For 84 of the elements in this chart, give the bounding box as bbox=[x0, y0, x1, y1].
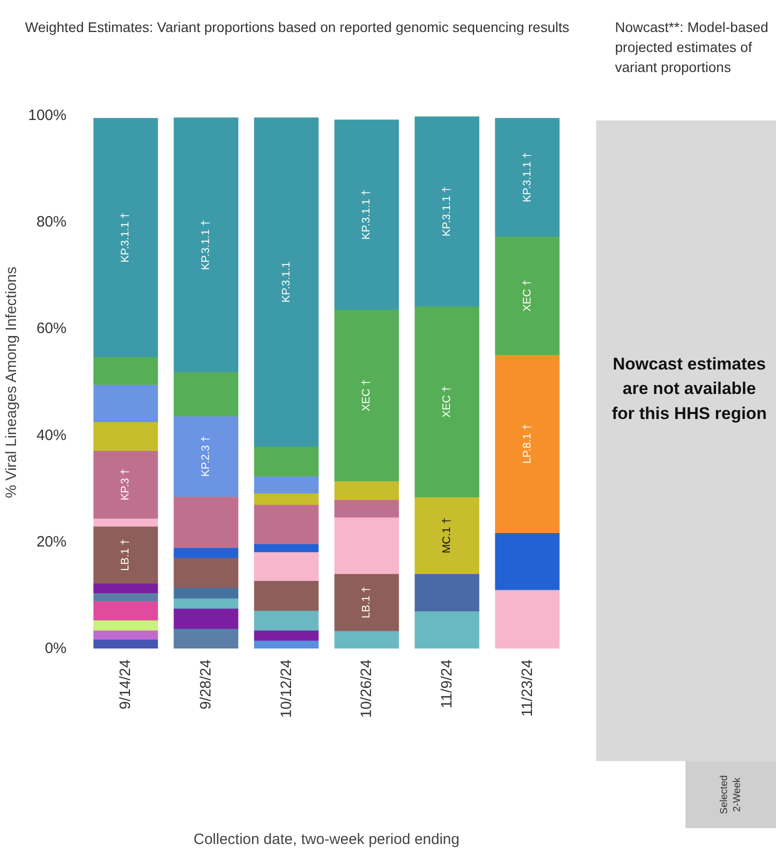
data-label: LP.8.1 † bbox=[521, 424, 534, 464]
bar bbox=[93, 630, 158, 640]
bar bbox=[174, 416, 238, 497]
bar bbox=[334, 309, 399, 482]
bar bbox=[414, 306, 480, 498]
text: Selected 2-Week bbox=[719, 775, 744, 814]
bar bbox=[334, 480, 399, 500]
data-label: LB.1 † bbox=[120, 539, 132, 571]
data-label: KP.3.1.1 † bbox=[360, 190, 373, 240]
bar bbox=[414, 116, 480, 306]
bar bbox=[254, 580, 319, 611]
bar bbox=[93, 384, 158, 422]
bar bbox=[174, 117, 238, 373]
bar bbox=[495, 354, 560, 533]
bar bbox=[174, 496, 238, 548]
bar bbox=[174, 372, 238, 416]
x-tick-label: 9/14/24 bbox=[117, 660, 134, 710]
bar bbox=[93, 592, 158, 602]
bar bbox=[254, 493, 319, 505]
bar bbox=[254, 504, 319, 544]
bar bbox=[93, 583, 158, 594]
bar bbox=[414, 574, 480, 612]
bar bbox=[254, 446, 319, 476]
y-tick-label: 80% bbox=[36, 214, 67, 231]
bar bbox=[93, 600, 158, 620]
text: Nowcast estimates are not available for this HHS region bbox=[612, 354, 767, 423]
bar bbox=[254, 476, 319, 494]
bar bbox=[93, 422, 158, 451]
bar bbox=[334, 630, 399, 648]
chart-title: Weighted Estimates: Variant proportions based on reported genomic sequencing results bbox=[25, 18, 570, 37]
y-tick-label: 0% bbox=[44, 640, 67, 657]
bar bbox=[495, 118, 560, 237]
bar bbox=[254, 552, 319, 581]
data-label: KP.3.1.1 bbox=[280, 262, 292, 302]
bar bbox=[254, 640, 319, 648]
bar bbox=[254, 544, 319, 552]
data-label: KP.3 † bbox=[120, 468, 132, 500]
text: Nowcast**: Model-based projected estimates of variant proportions bbox=[615, 18, 770, 77]
data-label: KP.2.3 † bbox=[200, 436, 212, 477]
bar bbox=[254, 117, 319, 447]
bar bbox=[93, 639, 158, 648]
bar bbox=[334, 517, 399, 574]
bar bbox=[254, 630, 319, 641]
y-axis-title: % Viral Lineages Among Infections bbox=[3, 266, 20, 498]
x-tick-label: 9/28/24 bbox=[198, 660, 215, 710]
bar bbox=[254, 610, 319, 631]
bar bbox=[174, 628, 238, 648]
bar bbox=[334, 500, 399, 518]
data-label: XEC † bbox=[360, 379, 373, 412]
bar bbox=[495, 532, 560, 590]
x-axis-title: Collection date, two-week period ending bbox=[194, 830, 460, 848]
y-tick-label: 60% bbox=[36, 320, 67, 338]
data-label: KP.3.1.1 † bbox=[120, 212, 132, 263]
data-label: MC.1 † bbox=[440, 518, 453, 554]
data-label: KP.3.1.1 † bbox=[200, 220, 212, 270]
data-label: LB.1 † bbox=[360, 586, 373, 618]
bar bbox=[414, 496, 480, 574]
bar bbox=[334, 120, 399, 310]
x-tick-label: 10/12/24 bbox=[278, 660, 295, 718]
data-label: KP.3.1.1 † bbox=[521, 152, 534, 202]
y-tick-label: 20% bbox=[36, 533, 67, 550]
bar bbox=[93, 118, 158, 358]
bar bbox=[93, 356, 158, 385]
bar bbox=[334, 574, 399, 632]
bar bbox=[174, 548, 238, 558]
bar bbox=[495, 236, 560, 355]
data-label: KP.3.1.1 † bbox=[440, 186, 453, 236]
x-tick-label: 10/26/24 bbox=[358, 660, 376, 718]
y-tick-label: 40% bbox=[36, 426, 67, 444]
bar bbox=[93, 526, 158, 584]
data-label: XEC † bbox=[521, 280, 534, 312]
bar bbox=[93, 450, 158, 519]
x-tick-label: 11/9/24 bbox=[438, 659, 456, 708]
bar bbox=[495, 590, 560, 648]
bar bbox=[93, 518, 158, 527]
bar bbox=[174, 588, 238, 599]
bar bbox=[174, 608, 238, 629]
bar bbox=[414, 611, 480, 648]
bar bbox=[93, 620, 158, 631]
x-tick-label: 11/23/24 bbox=[518, 659, 536, 717]
data-label: XEC † bbox=[440, 386, 453, 418]
y-tick-label: 100% bbox=[28, 107, 67, 124]
bar bbox=[174, 598, 238, 609]
bar bbox=[174, 558, 238, 588]
